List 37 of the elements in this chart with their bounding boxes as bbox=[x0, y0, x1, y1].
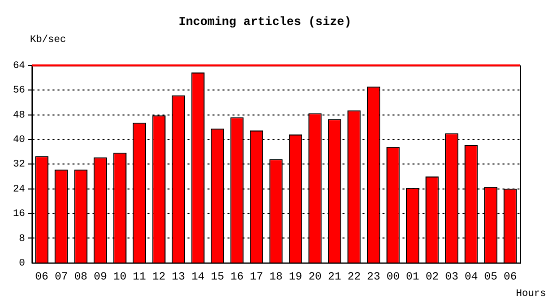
x-axis-title: Hours bbox=[516, 289, 546, 300]
x-tick-label: 03 bbox=[445, 271, 458, 284]
x-tick-label: 06 bbox=[35, 271, 48, 284]
x-tick-label: 08 bbox=[74, 271, 88, 284]
x-tick-label: 04 bbox=[464, 271, 478, 284]
x-tick-label: 20 bbox=[308, 271, 322, 284]
x-tick-label: 09 bbox=[94, 271, 107, 284]
x-tick-label: 11 bbox=[132, 271, 146, 284]
x-tick-label: 06 bbox=[504, 271, 517, 284]
x-tick-label: 21 bbox=[328, 271, 342, 284]
x-tick-label: 00 bbox=[386, 271, 400, 284]
y-tick-label: 64 bbox=[12, 61, 25, 72]
x-tick-label: 05 bbox=[484, 271, 498, 284]
y-tick-label: 8 bbox=[18, 234, 25, 245]
y-tick-label: 16 bbox=[12, 209, 25, 220]
x-tick-label: 07 bbox=[54, 271, 68, 284]
x-tick-label: 17 bbox=[250, 271, 264, 284]
x-tick-label: 15 bbox=[210, 271, 224, 284]
x-tick-label: 16 bbox=[230, 271, 244, 284]
y-tick-label: 48 bbox=[12, 110, 25, 122]
x-tick-label: 02 bbox=[426, 271, 439, 284]
y-tick-label: 56 bbox=[12, 86, 25, 97]
y-axis-title: Kb/sec bbox=[30, 34, 66, 46]
x-tick-label: 22 bbox=[347, 271, 361, 284]
y-tick-label: 24 bbox=[12, 184, 25, 196]
chart-title: Incoming articles (size) bbox=[178, 15, 352, 30]
y-tick-label: 0 bbox=[18, 258, 25, 270]
x-tick-label: 10 bbox=[113, 271, 126, 284]
y-tick-label: 40 bbox=[12, 135, 25, 146]
x-tick-label: 12 bbox=[152, 271, 166, 284]
x-tick-label: 14 bbox=[191, 271, 205, 284]
y-tick-label: 32 bbox=[12, 160, 25, 171]
x-tick-label: 01 bbox=[406, 271, 420, 284]
x-tick-label: 13 bbox=[172, 271, 186, 284]
x-tick-label: 18 bbox=[269, 271, 283, 284]
x-tick-label: 19 bbox=[288, 271, 302, 284]
x-tick-label: 23 bbox=[367, 271, 380, 284]
